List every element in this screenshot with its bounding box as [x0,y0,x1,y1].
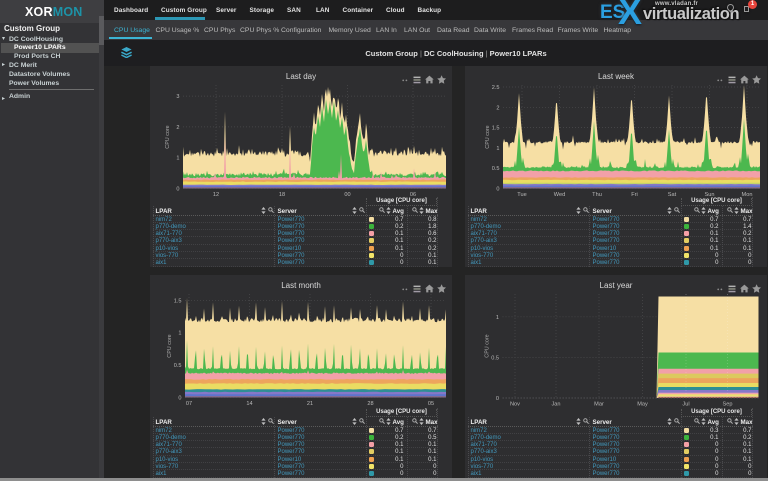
svg-text:Wed: Wed [554,192,565,198]
svg-text:0.5: 0.5 [491,355,499,361]
svg-text:05: 05 [428,401,434,407]
svg-text:18: 18 [279,192,285,198]
svg-text:00: 00 [344,192,350,198]
svg-text:0: 0 [176,187,179,193]
svg-text:06: 06 [410,192,416,198]
svg-text:0.5: 0.5 [174,363,182,369]
svg-text:14: 14 [246,401,252,407]
svg-text:Nov: Nov [510,402,520,408]
svg-text:1.5: 1.5 [174,298,182,304]
svg-text:Tue: Tue [517,192,526,198]
svg-text:0: 0 [496,187,499,193]
svg-text:Sat: Sat [668,192,677,198]
svg-text:Thu: Thu [592,192,602,198]
svg-text:May: May [637,402,648,408]
svg-text:Jul: Jul [682,402,689,408]
svg-text:Mar: Mar [594,402,604,408]
svg-text:2: 2 [496,105,499,111]
svg-text:Jan: Jan [551,402,560,408]
svg-text:CPU core: CPU core [165,125,171,148]
svg-text:1.5: 1.5 [492,126,500,132]
svg-text:Sep: Sep [723,402,733,408]
svg-text:1: 1 [178,331,181,337]
svg-text:CPU core: CPU core [485,125,491,148]
svg-text:0: 0 [178,396,181,402]
svg-text:12: 12 [213,192,219,198]
svg-text:3: 3 [176,94,179,100]
svg-text:1: 1 [496,315,499,321]
svg-text:0.5: 0.5 [492,166,500,172]
svg-text:Fri: Fri [631,192,638,198]
svg-text:21: 21 [307,401,313,407]
svg-text:CPU core: CPU core [167,334,173,357]
svg-text:Sun: Sun [705,192,715,198]
svg-text:Mon: Mon [742,192,753,198]
svg-text:1: 1 [496,146,499,152]
svg-text:2.5: 2.5 [492,85,500,91]
svg-text:CPU core: CPU core [485,334,491,357]
svg-text:0: 0 [496,396,499,402]
svg-text:2: 2 [176,125,179,131]
svg-text:1: 1 [176,156,179,162]
svg-text:07: 07 [186,401,192,407]
svg-text:28: 28 [367,401,373,407]
